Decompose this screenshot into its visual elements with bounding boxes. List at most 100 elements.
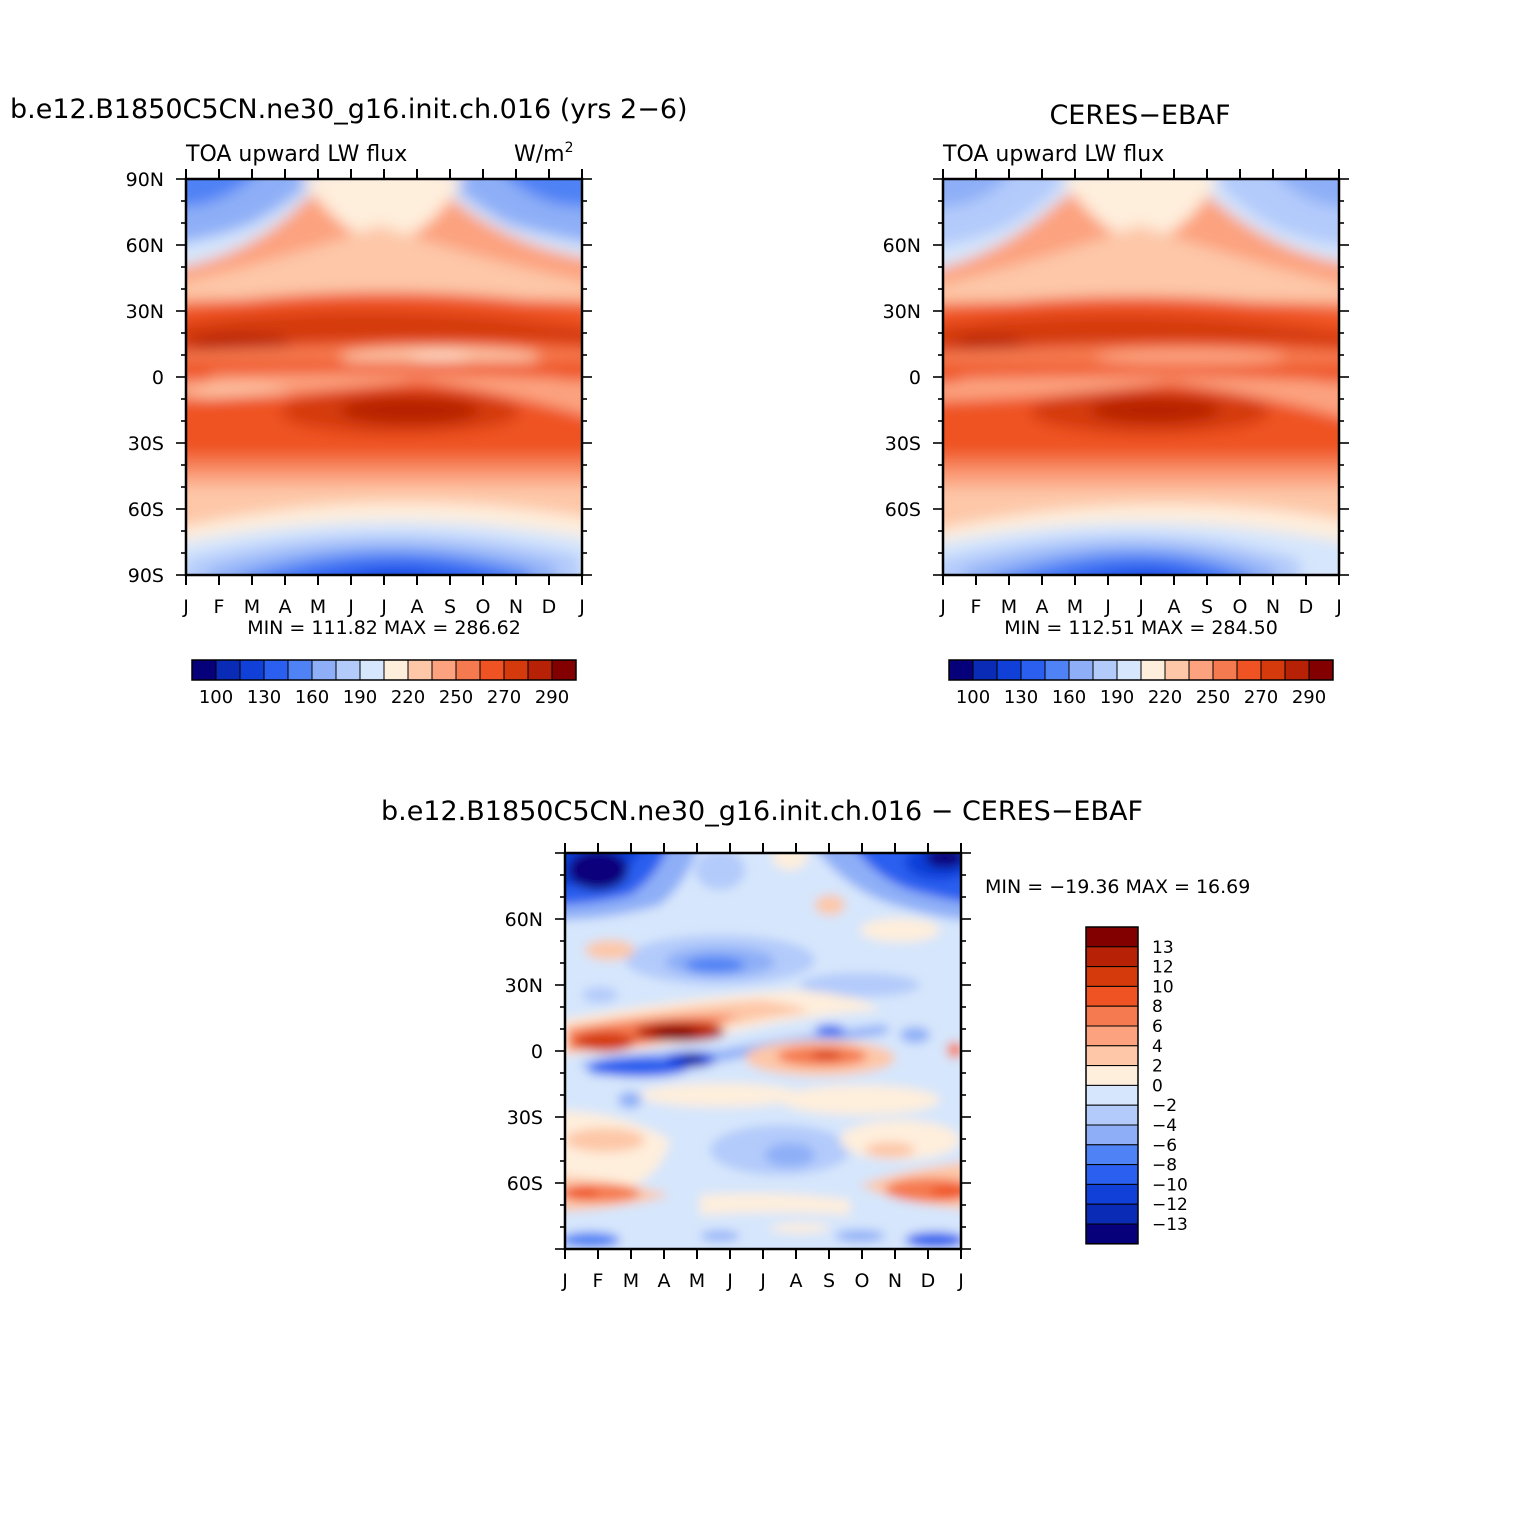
panel-model-minmax: MIN = 111.82 MAX = 286.62	[247, 617, 521, 639]
x-tick-label: A	[1168, 596, 1181, 618]
colorbar-swatch	[1085, 1183, 1139, 1205]
y-tick-label: 30N	[883, 301, 921, 323]
x-tick-label: A	[658, 1270, 671, 1292]
colorbar-swatch	[1020, 659, 1046, 681]
x-tick-label: F	[593, 1270, 604, 1292]
colorbar-label: 270	[487, 687, 521, 708]
colorbar-swatch	[1188, 659, 1214, 681]
colorbar-label: −2	[1152, 1096, 1177, 1116]
colorbar-label: 10	[1152, 977, 1174, 997]
x-tick-label: M	[1067, 596, 1083, 618]
colorbar-label: 190	[1100, 687, 1134, 708]
colorbar-label: 160	[295, 687, 329, 708]
panel-model-units: W/m2	[514, 140, 574, 167]
colorbar-swatch	[383, 659, 409, 681]
y-tick-label: 30S	[885, 433, 921, 455]
colorbar-label: 130	[1004, 687, 1038, 708]
colorbar-label: 12	[1152, 958, 1174, 978]
colorbar-swatch	[1085, 1005, 1139, 1027]
colorbar-swatch	[1164, 659, 1190, 681]
units-base: W/m	[514, 142, 565, 167]
colorbar-swatch	[335, 659, 361, 681]
y-tick-label: 0	[909, 367, 921, 389]
colorbar-frame	[191, 659, 577, 681]
x-tick-label: S	[444, 596, 456, 618]
x-tick-label: J	[1137, 596, 1144, 618]
colorbar-frame	[1085, 926, 1139, 1245]
x-tick-label: A	[279, 596, 292, 618]
colorbar-swatch	[948, 659, 974, 681]
panel-obs-minmax: MIN = 112.51 MAX = 284.50	[1004, 617, 1278, 639]
x-tick-label: M	[1001, 596, 1017, 618]
colorbar-swatch	[1085, 1223, 1139, 1245]
panel-obs: CERES−EBAF TOA upward LW flux	[941, 100, 1341, 577]
colorbar-label: 290	[1292, 687, 1326, 708]
colorbar-swatch	[996, 659, 1022, 681]
colorbar-label: −10	[1152, 1175, 1188, 1195]
y-tick-label: 0	[531, 1041, 543, 1063]
y-tick-label: 90N	[126, 169, 164, 191]
x-tick-label: D	[542, 596, 557, 618]
colorbar-label: 8	[1152, 997, 1163, 1017]
colorbar-swatch	[1085, 966, 1139, 987]
colorbar-swatch	[287, 659, 313, 681]
x-tick-label: A	[411, 596, 424, 618]
colorbar-swatch	[527, 659, 553, 681]
colorbar-swatch	[1085, 1045, 1139, 1067]
colorbar-swatch	[215, 659, 241, 681]
colorbar-swatch	[311, 659, 337, 681]
colorbar-swatch	[407, 659, 433, 681]
x-tick-label: M	[244, 596, 260, 618]
colorbar-label: −6	[1152, 1136, 1177, 1156]
x-tick-label: J	[561, 1270, 568, 1292]
y-tick-label: 90S	[128, 565, 164, 587]
colorbar-swatch	[1212, 659, 1238, 681]
x-tick-label: J	[578, 596, 585, 618]
heatmap-diff	[565, 853, 961, 1249]
x-tick-label: F	[971, 596, 982, 618]
colorbar-swatch	[1260, 659, 1286, 681]
x-tick-label: O	[855, 1270, 870, 1292]
colorbar-label: 2	[1152, 1057, 1163, 1077]
colorbar-swatch	[1085, 1025, 1139, 1047]
colorbar-label: 130	[247, 687, 281, 708]
y-tick-label: 60N	[126, 235, 164, 257]
colorbar-swatch	[1085, 1065, 1139, 1086]
colorbar-label: 4	[1152, 1037, 1163, 1057]
panel-model: b.e12.B1850C5CN.ne30_g16.init.ch.016 (yr…	[10, 94, 688, 577]
x-tick-label: J	[939, 596, 946, 618]
colorbar-swatch	[1116, 659, 1142, 681]
colorbar-swatch	[1236, 659, 1262, 681]
colorbar-swatch	[359, 659, 385, 681]
x-tick-label: M	[310, 596, 326, 618]
colorbar-label: 0	[1152, 1076, 1163, 1096]
panel-model-title: b.e12.B1850C5CN.ne30_g16.init.ch.016 (yr…	[10, 94, 688, 125]
x-tick-label: A	[1036, 596, 1049, 618]
colorbar-swatch	[455, 659, 481, 681]
colorbar-swatch	[431, 659, 457, 681]
y-tick-label: 60S	[128, 499, 164, 521]
y-tick-label: 30S	[507, 1107, 543, 1129]
panel-diff: b.e12.B1850C5CN.ne30_g16.init.ch.016 − C…	[381, 796, 1143, 1251]
x-tick-label: O	[1233, 596, 1248, 618]
colorbar-swatch	[503, 659, 529, 681]
x-tick-label: D	[921, 1270, 936, 1292]
colorbar-label: 6	[1152, 1017, 1163, 1037]
y-tick-label: 60N	[505, 909, 543, 931]
x-tick-label: J	[182, 596, 189, 618]
colorbar-swatch	[1308, 659, 1334, 681]
colorbar-label: 290	[535, 687, 569, 708]
y-tick-label: 30N	[505, 975, 543, 997]
panel-model-variable: TOA upward LW flux	[185, 142, 407, 167]
colorbar-swatch	[1044, 659, 1070, 681]
x-tick-label: S	[823, 1270, 835, 1292]
colorbar-swatch	[263, 659, 289, 681]
x-tick-label: J	[347, 596, 354, 618]
colorbar-swatch	[1085, 985, 1139, 1007]
x-tick-label: O	[476, 596, 491, 618]
panel-obs-variable: TOA upward LW flux	[942, 142, 1164, 167]
x-tick-label: N	[888, 1270, 902, 1292]
colorbar-swatch	[551, 659, 577, 681]
colorbar-swatch	[1085, 1203, 1139, 1225]
